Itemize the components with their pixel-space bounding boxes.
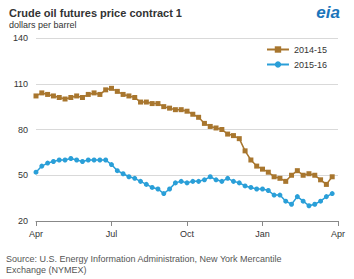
svg-text:Jan: Jan	[255, 229, 270, 239]
svg-text:eia: eia	[316, 3, 340, 22]
svg-text:Oct: Oct	[180, 229, 195, 239]
svg-text:110: 110	[14, 79, 28, 89]
svg-text:2015-16: 2015-16	[294, 60, 327, 70]
svg-text:dollars per barrel: dollars per barrel	[9, 20, 77, 30]
svg-text:20: 20	[18, 216, 28, 226]
svg-text:Jul: Jul	[106, 229, 118, 239]
svg-text:Apr: Apr	[29, 229, 43, 239]
svg-text:Source: U.S. Energy Informatio: Source: U.S. Energy Information Administ…	[6, 254, 282, 264]
svg-text:Apr: Apr	[331, 229, 345, 239]
svg-text:2014-15: 2014-15	[294, 45, 327, 55]
svg-text:80: 80	[18, 125, 28, 135]
svg-text:140: 140	[13, 33, 28, 43]
svg-text:Exchange (NYMEX): Exchange (NYMEX)	[6, 265, 87, 275]
svg-text:50: 50	[18, 170, 28, 180]
svg-text:Crude oil futures price contra: Crude oil futures price contract 1	[9, 7, 182, 19]
